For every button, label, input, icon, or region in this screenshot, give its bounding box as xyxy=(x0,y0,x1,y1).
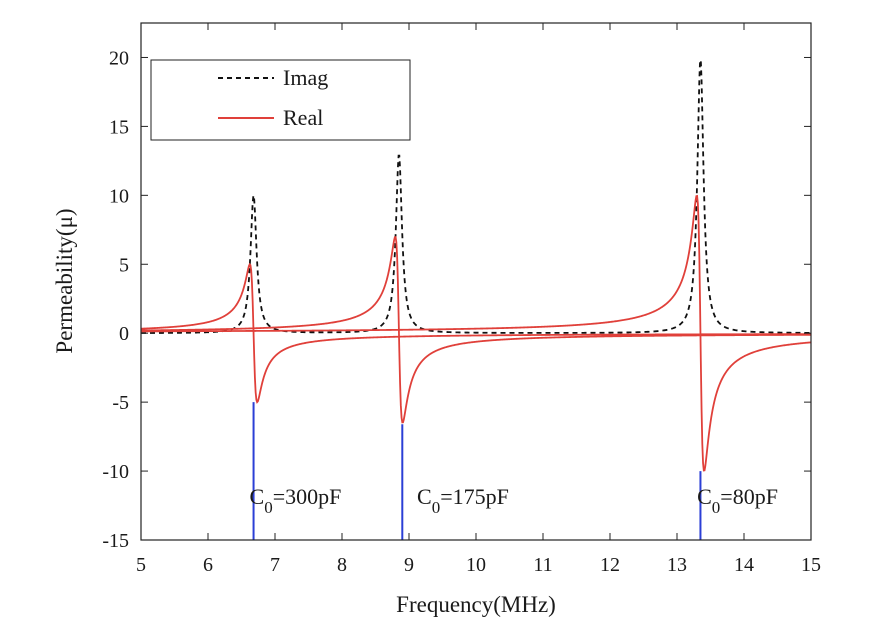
series-imag-line xyxy=(141,59,811,334)
y-tick-label: 10 xyxy=(109,185,129,207)
y-tick-label: 5 xyxy=(119,254,129,276)
x-tick-label: 9 xyxy=(404,554,414,576)
legend: Imag Real xyxy=(150,59,411,141)
capacitance-subscript: 0 xyxy=(712,498,721,517)
plot-curves xyxy=(140,59,812,472)
x-tick-label: 10 xyxy=(466,554,486,576)
x-tick-label: 6 xyxy=(203,554,213,576)
x-tick-label: 5 xyxy=(136,554,146,576)
capacitance-value: =80pF xyxy=(720,484,778,509)
x-tick-label: 14 xyxy=(734,554,754,576)
y-tick-label: -5 xyxy=(112,392,129,414)
x-tick-label: 7 xyxy=(270,554,280,576)
series-real-line xyxy=(140,262,811,404)
x-tick-label: 12 xyxy=(600,554,620,576)
x-axis-ticks: 5 6 7 8 9 10 11 12 13 14 15 xyxy=(136,23,821,576)
y-tick-label: -10 xyxy=(102,461,129,483)
x-tick-label: 15 xyxy=(801,554,821,576)
x-tick-label: 8 xyxy=(337,554,347,576)
legend-label-imag: Imag xyxy=(283,65,328,90)
capacitance-label: C0=175pF xyxy=(417,484,509,517)
capacitance-symbol: C xyxy=(417,484,432,509)
y-tick-label: 15 xyxy=(109,116,129,138)
y-axis-title: Permeability(μ) xyxy=(52,208,77,353)
series-real-line xyxy=(141,236,812,424)
capacitance-label: C0=80pF xyxy=(697,484,778,517)
legend-box xyxy=(150,59,411,141)
capacitance-value: =300pF xyxy=(273,484,342,509)
capacitance-symbol: C xyxy=(697,484,712,509)
x-tick-label: 13 xyxy=(667,554,687,576)
y-tick-label: -15 xyxy=(102,530,129,552)
capacitance-label: C0=300pF xyxy=(250,484,342,517)
capacitance-subscript: 0 xyxy=(264,498,273,517)
frequency-markers xyxy=(252,402,702,540)
x-axis-title: Frequency(MHz) xyxy=(396,592,556,617)
series-real-line xyxy=(141,194,812,472)
capacitance-symbol: C xyxy=(250,484,265,509)
y-tick-label: 20 xyxy=(109,47,129,69)
capacitance-subscript: 0 xyxy=(432,498,441,517)
capacitance-value: =175pF xyxy=(440,484,509,509)
legend-label-real: Real xyxy=(283,105,323,130)
capacitance-annotations: C0=300pF C0=175pF C0=80pF xyxy=(250,484,778,517)
x-tick-label: 11 xyxy=(533,554,552,576)
y-axis-ticks: -15 -10 -5 0 5 10 15 20 xyxy=(102,47,811,552)
y-tick-label: 0 xyxy=(119,323,129,345)
